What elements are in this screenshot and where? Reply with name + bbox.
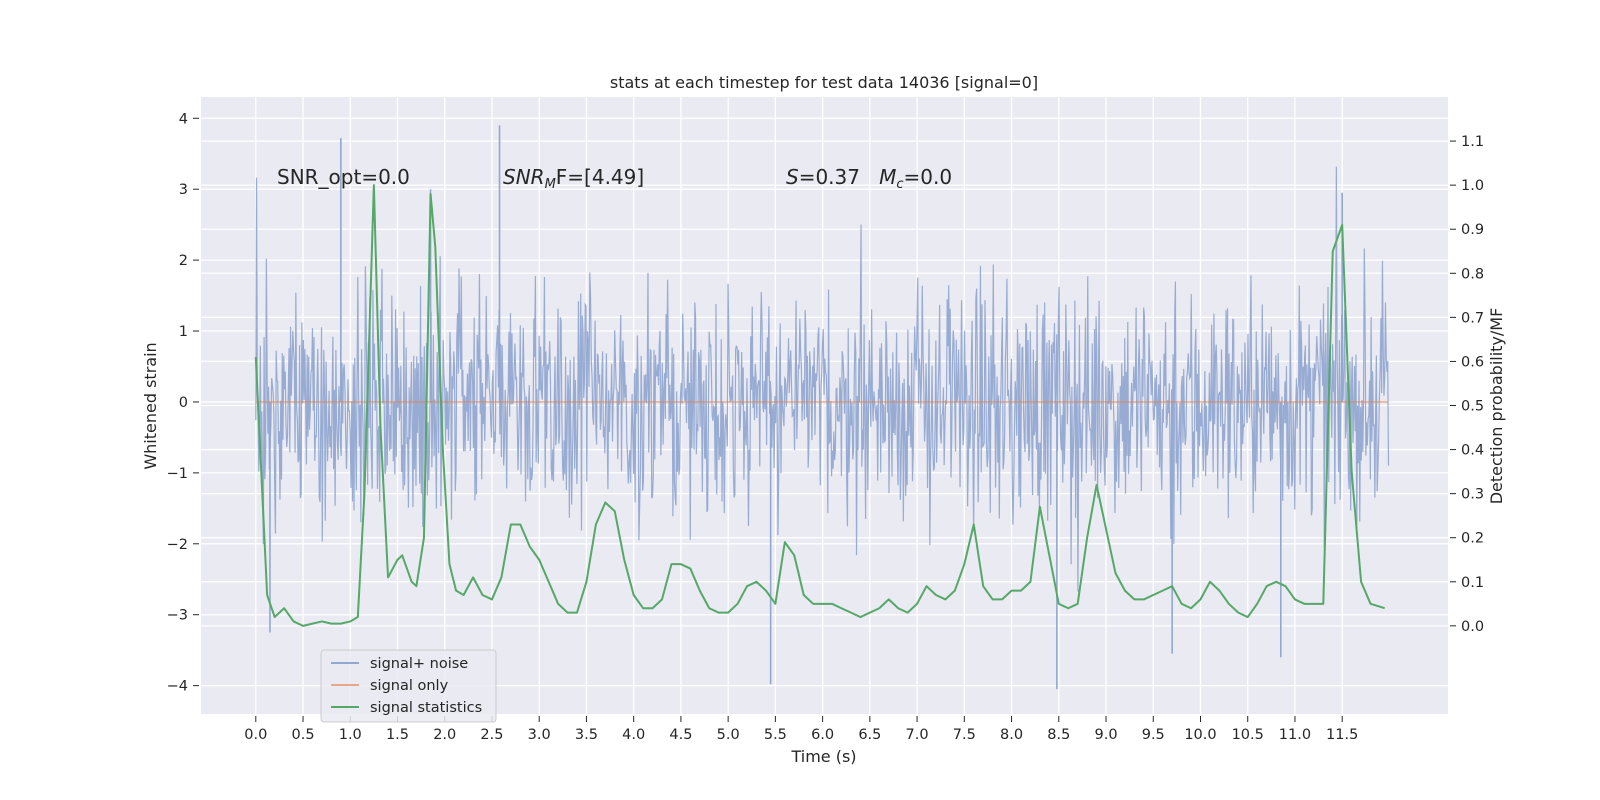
y-right-tick-label: 0.1 — [1461, 575, 1484, 591]
legend-label-signal-statistics: signal statistics — [370, 700, 482, 716]
y-left-tick-label: 2 — [179, 253, 188, 269]
y-left-tick-label: 1 — [179, 324, 188, 340]
y-right-tick-label: 0.4 — [1461, 443, 1484, 459]
x-tick-label: 9.0 — [1094, 727, 1117, 743]
x-tick-label: 2.5 — [480, 727, 503, 743]
x-tick-label: 7.5 — [953, 727, 976, 743]
y-axis-label-right: Detection probability/MF — [1487, 308, 1506, 505]
x-tick-label: 5.5 — [764, 727, 787, 743]
annotation-snr-mf: SNRMF=[4.49] — [503, 165, 644, 192]
x-tick-label: 1.5 — [386, 727, 409, 743]
signal-statistics-series — [254, 184, 1386, 627]
axis-ticks: 0.0 0.5 1.0 1.5 2.0 2.5 3.0 3.5 4.0 4.5 5.0 5.5 6.0 6… — [167, 111, 1484, 743]
annotation-snr-opt: SNR_opt=0.0 — [277, 165, 410, 189]
y-right-tick-label: 1.1 — [1461, 134, 1484, 150]
legend-label-signal-noise: signal+ noise — [370, 656, 468, 672]
x-tick-label: 4.5 — [669, 727, 692, 743]
x-tick-label: 6.5 — [858, 727, 881, 743]
annotation-s-mc: S=0.37 Mc=0.0 — [786, 165, 952, 192]
x-tick-label: 3.5 — [575, 727, 598, 743]
y-left-tick-label: −1 — [167, 466, 188, 482]
x-tick-label: 8.0 — [1000, 727, 1023, 743]
x-tick-label: 9.5 — [1142, 727, 1165, 743]
y-left-tick-label: −2 — [167, 537, 188, 553]
y-right-tick-label: 1.0 — [1461, 178, 1484, 194]
y-left-tick-label: 4 — [179, 111, 188, 127]
legend: signal+ noise signal only signal statist… — [320, 649, 497, 723]
x-tick-label: 3.0 — [528, 727, 551, 743]
y-axis-label-left: Whitened strain — [141, 342, 160, 469]
y-left-tick-label: −3 — [167, 608, 188, 624]
x-tick-label: 8.5 — [1047, 727, 1070, 743]
x-tick-label: 10.5 — [1232, 727, 1264, 743]
x-tick-label: 6.0 — [811, 727, 834, 743]
legend-label-signal-only: signal only — [370, 678, 449, 694]
y-right-tick-label: 0.3 — [1461, 487, 1484, 503]
x-tick-label: 7.0 — [906, 727, 929, 743]
x-tick-label: 10.0 — [1184, 727, 1216, 743]
y-left-tick-label: 3 — [179, 182, 188, 198]
y-right-tick-label: 0.2 — [1461, 531, 1484, 547]
x-tick-label: 4.0 — [622, 727, 645, 743]
y-right-tick-label: 0.7 — [1461, 310, 1484, 326]
y-left-tick-label: 0 — [179, 395, 188, 411]
x-axis-label: Time (s) — [790, 747, 856, 766]
x-tick-label: 11.5 — [1326, 727, 1358, 743]
x-tick-label: 0.0 — [244, 727, 267, 743]
x-tick-label: 5.0 — [717, 727, 740, 743]
x-tick-label: 0.5 — [291, 727, 314, 743]
y-left-tick-label: −4 — [167, 679, 188, 695]
chart-title: stats at each timestep for test data 140… — [610, 73, 1038, 92]
signal-statistics-line — [254, 184, 1386, 627]
legend-box — [320, 649, 497, 723]
y-right-tick-label: 0.8 — [1461, 266, 1484, 282]
y-right-tick-label: 0.0 — [1461, 619, 1484, 635]
signal-noise-line — [255, 166, 1390, 592]
y-right-tick-label: 0.6 — [1461, 354, 1484, 370]
y-right-tick-label: 0.5 — [1461, 399, 1484, 415]
x-tick-label: 11.0 — [1279, 727, 1311, 743]
x-tick-label: 2.0 — [433, 727, 456, 743]
y-right-tick-label: 0.9 — [1461, 222, 1484, 238]
x-tick-label: 1.0 — [339, 727, 362, 743]
